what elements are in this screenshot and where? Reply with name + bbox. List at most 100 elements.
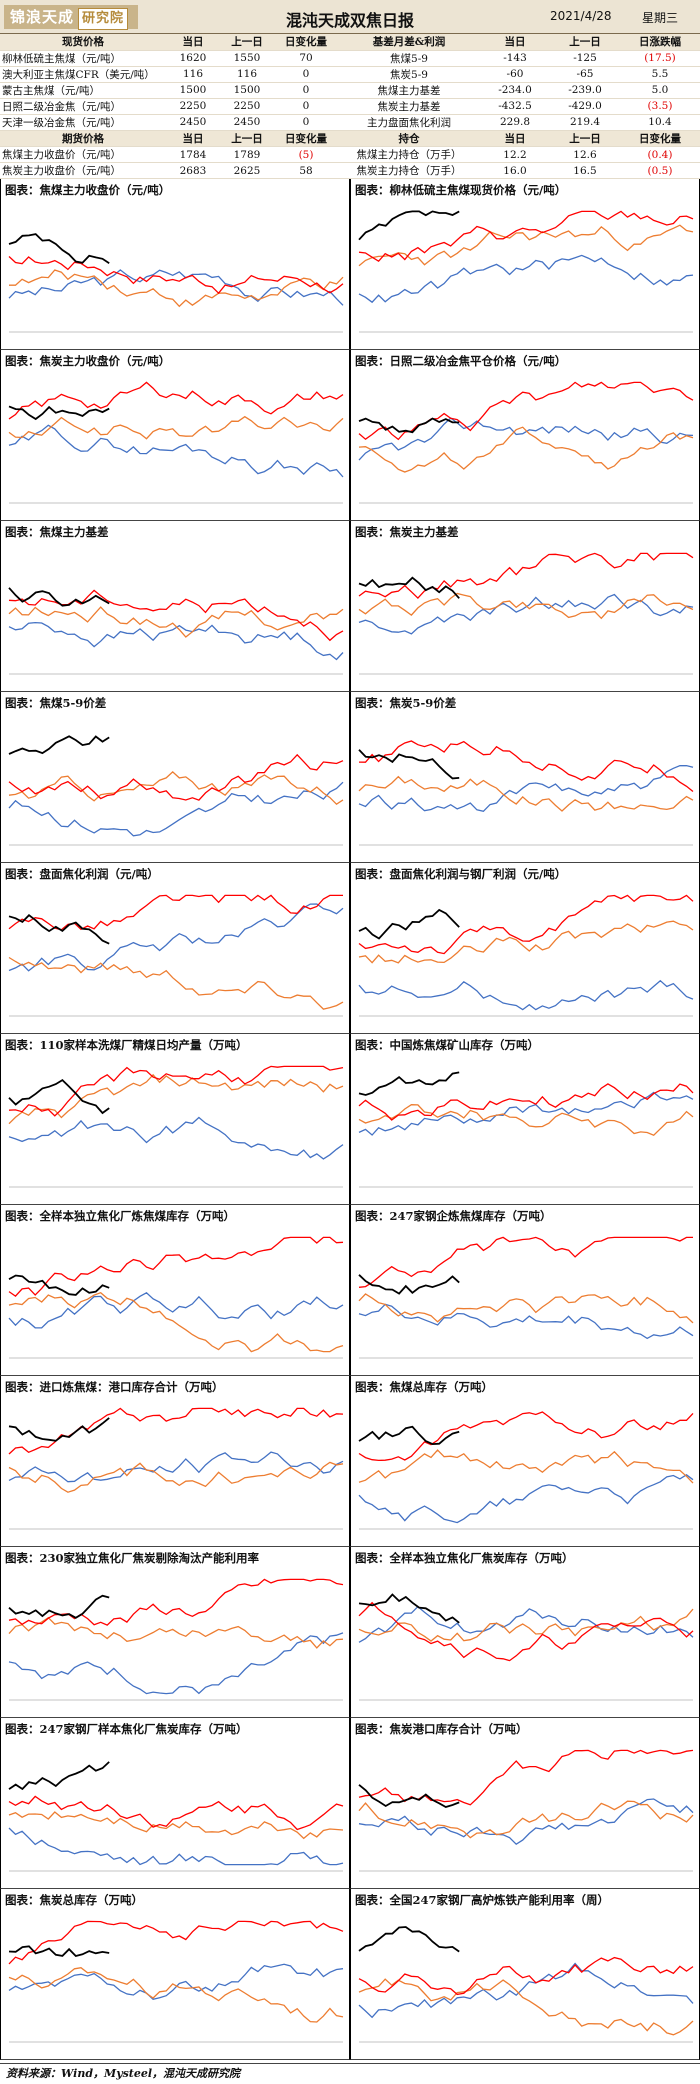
series-2019 — [358, 1800, 694, 1839]
metric-today: 16.0 — [480, 162, 550, 179]
chart-title: 图表：247家钢企炼焦煤库存（万吨） — [355, 1209, 552, 1223]
col-header: 日变化量 — [274, 130, 338, 147]
series-2021 — [358, 417, 460, 434]
report-header: 锦浪天成 研究院 混沌天成双焦日报 2021/4/28 星期三 — [0, 0, 700, 34]
today-value: 2683 — [166, 162, 220, 179]
series-2020 — [8, 1920, 344, 1965]
series-2019 — [358, 775, 694, 812]
metric-prev: -239.0 — [550, 82, 620, 99]
series-2021 — [8, 1594, 110, 1619]
logo-sub: 研究院 — [78, 8, 129, 30]
line-chart — [358, 1749, 694, 1872]
line-chart — [358, 1926, 694, 2043]
prev-value: 116 — [220, 66, 274, 83]
series-2018 — [8, 903, 344, 972]
chart-title: 图表：焦炭港口库存合计（万吨） — [355, 1722, 528, 1736]
table-row: 澳大利亚主焦煤CFR（美元/吨） 116 116 0 焦炭5-9 -60 -65 5.5 — [0, 66, 700, 83]
chart-title: 图表：110家样本洗煤厂精煤日均产量（万吨） — [5, 1038, 248, 1052]
metric-label: 焦炭主力持仓（万手） — [338, 162, 480, 179]
chart-panel: 图表：焦炭总库存（万吨） — [0, 1889, 350, 2060]
col-header: 上一日 — [220, 130, 274, 147]
chart-panel: 图表：全样本独立焦化厂焦炭库存（万吨） — [350, 1547, 700, 1718]
metric-change: (17.5) — [620, 50, 700, 67]
report-weekday: 星期三 — [642, 11, 679, 25]
series-2018 — [8, 1632, 344, 1695]
today-value: 2250 — [166, 98, 220, 115]
series-2020 — [358, 1411, 694, 1462]
line-chart — [358, 552, 694, 675]
series-2019 — [358, 592, 694, 620]
series-2021 — [8, 1274, 110, 1296]
line-chart — [358, 1236, 694, 1359]
chart-panel: 图表：焦煤主力基差 — [0, 521, 350, 692]
line-chart — [358, 740, 694, 846]
today-value: 1784 — [166, 146, 220, 163]
col-header: 现货价格 — [0, 34, 166, 51]
chart-title: 图表：焦炭总库存（万吨） — [5, 1893, 143, 1907]
series-2020 — [8, 1407, 344, 1455]
table-row: 焦煤主力收盘价（元/吨） 1784 1789 (5) 焦煤主力持仓（万手） 12.2 12.… — [0, 146, 700, 163]
chart-panel: 图表：焦煤5-9价差 — [0, 692, 350, 863]
series-2020 — [8, 589, 344, 642]
line-chart — [8, 1761, 344, 1872]
series-2020 — [8, 1065, 344, 1117]
series-2019 — [358, 1449, 694, 1484]
metric-today: 12.2 — [480, 146, 550, 163]
prev-value: 1500 — [220, 82, 274, 99]
chart-title: 图表：进口炼焦煤：港口库存合计（万吨） — [5, 1380, 224, 1394]
series-2018 — [358, 1798, 694, 1846]
chart-title: 图表：中国炼焦煤矿山库存（万吨） — [355, 1038, 539, 1052]
chart-title: 图表：盘面焦化利润与钢厂利润（元/吨） — [355, 867, 567, 881]
spot-table-body: 柳林低硫主焦煤（元/吨） 1620 1550 70 焦煤5-9 -143 -125 (17.5… — [0, 50, 700, 131]
metric-prev: 12.6 — [550, 146, 620, 163]
futures-table: 期货价格 当日 上一日 日变化量 持仓 当日 上一日 日变化量 焦煤主力收盘价（… — [0, 130, 700, 179]
series-2021 — [358, 1274, 460, 1295]
metric-today: -60 — [480, 66, 550, 83]
col-header: 期货价格 — [0, 130, 166, 147]
metric-change: 5.5 — [620, 66, 700, 83]
chart-panel: 图表：全样本独立焦化厂炼焦煤库存（万吨） — [0, 1205, 350, 1376]
metric-label: 焦煤5-9 — [338, 50, 480, 67]
change-value: 70 — [274, 50, 338, 67]
line-chart — [8, 587, 344, 675]
series-2019 — [358, 1608, 694, 1642]
prev-value: 2250 — [220, 98, 274, 115]
series-2021 — [358, 749, 460, 780]
line-chart — [358, 381, 694, 504]
chart-panel: 图表：焦炭主力收盘价（元/吨） — [0, 350, 350, 521]
line-chart — [8, 735, 344, 846]
col-header: 持仓 — [338, 130, 480, 147]
logo-main: 锦浪天成 — [10, 8, 75, 26]
report-date: 2021/4/28 — [550, 9, 612, 23]
series-2019 — [358, 920, 694, 964]
line-chart — [8, 1578, 344, 1701]
futures-table-header: 期货价格 当日 上一日 日变化量 持仓 当日 上一日 日变化量 — [0, 130, 700, 147]
chart-title: 图表：全样本独立焦化厂炼焦煤库存（万吨） — [5, 1209, 235, 1223]
series-2021 — [358, 576, 460, 599]
metric-change: 10.4 — [620, 114, 700, 131]
series-2021 — [358, 1926, 460, 1953]
chart-panel: 图表：盘面焦化利润与钢厂利润（元/吨） — [350, 863, 700, 1034]
chart-panel: 图表：焦炭5-9价差 — [350, 692, 700, 863]
series-2018 — [358, 417, 694, 461]
series-2021 — [8, 735, 110, 755]
line-chart — [358, 1071, 694, 1188]
chart-panel: 图表：247家钢企炼焦煤库存（万吨） — [350, 1205, 700, 1376]
table-row: 柳林低硫主焦煤（元/吨） 1620 1550 70 焦煤5-9 -143 -125 (17.5… — [0, 50, 700, 67]
source-note: 资料来源：Wind，Mysteel，混沌天成研究院 — [0, 2063, 700, 2084]
metric-change: 5.0 — [620, 82, 700, 99]
chart-title: 图表：247家钢厂样本焦化厂焦炭库存（万吨） — [5, 1722, 248, 1736]
prev-value: 2625 — [220, 162, 274, 179]
series-2021 — [8, 233, 110, 264]
series-2021 — [358, 1425, 460, 1446]
series-2019 — [358, 1978, 694, 2036]
row-label: 天津一级冶金焦（元/吨） — [0, 114, 166, 131]
series-2021 — [358, 1784, 460, 1808]
change-value: 0 — [274, 82, 338, 99]
line-chart — [8, 894, 344, 1017]
series-2018 — [8, 621, 344, 661]
series-2018 — [8, 1451, 344, 1483]
prev-value: 1550 — [220, 50, 274, 67]
row-label: 日照二级冶金焦（元/吨） — [0, 98, 166, 115]
col-header: 上一日 — [550, 34, 620, 51]
